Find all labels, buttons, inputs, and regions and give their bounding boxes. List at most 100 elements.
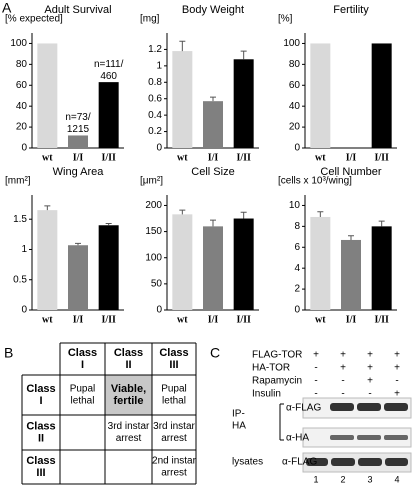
table-cell: lethal [71,396,95,407]
table-header: Class [114,347,143,359]
band [358,458,382,466]
table-header: Class [68,347,97,359]
antibody-label: α-FLAG [282,457,317,468]
table-header: Viable, [111,383,146,395]
y-tick-label: 50 [151,279,163,290]
condition-value: + [340,350,346,361]
y-tick-label: 40 [289,101,301,112]
y-axis-label: [μm²] [140,176,163,187]
x-tick-label: I/II [101,152,116,163]
error-bar [105,222,112,226]
y-tick-label: 0.6 [148,93,162,104]
y-tick-label: 200 [145,200,162,211]
y-tick-label: 1 [156,60,162,71]
x-tick-label: wt [315,314,326,325]
error-bar [75,242,81,246]
lane-number: 3 [367,474,372,484]
x-tick-label: wt [42,152,53,163]
y-tick-label: 100 [145,252,162,263]
condition-label: Rapamycin [252,376,302,387]
condition-label: FLAG-TOR [252,350,302,361]
ip-label: HA [232,421,246,432]
panel-label: A [2,0,12,16]
x-tick-label: I/I [208,314,219,325]
table-cell: Pupal [161,384,187,395]
y-tick-label: 6 [294,242,300,253]
chart-title: Cell Number [320,166,381,178]
table-cell: 3rd instar [153,421,195,432]
x-tick-label: I/II [374,314,389,325]
y-tick-label: 1.2 [148,44,162,55]
annotation: n=73/ [65,112,91,123]
band [306,458,328,466]
annotation: 1215 [67,124,90,135]
condition-value: - [314,389,317,400]
x-tick-label: I/I [346,152,357,163]
bar [310,216,331,310]
y-tick-label: 0.4 [148,110,162,121]
table-header: Class [26,420,55,432]
y-tick-label: 1.5 [13,214,27,225]
annotation: n=111/ [94,59,124,70]
table-header: I [81,359,84,371]
condition-value: + [394,350,400,361]
condition-label: Insulin [252,389,281,400]
bar [172,214,193,310]
bar [310,43,331,148]
bar [68,245,88,310]
condition-value: - [341,389,344,400]
x-tick-label: I/II [236,314,251,325]
bar [203,101,223,148]
bar [98,225,119,310]
condition-value: - [341,376,344,387]
x-tick-label: wt [315,152,326,163]
condition-value: - [395,376,398,387]
table-cell: Pupal [70,384,96,395]
x-tick-label: wt [42,314,53,325]
band [357,435,381,440]
chart-title: Cell Size [191,166,234,178]
band [330,403,354,411]
bar [341,239,361,310]
table-header: Class [26,455,55,467]
band [331,458,355,466]
y-tick-label: 0 [294,143,300,154]
y-axis-label: [mg] [140,14,160,25]
band [384,403,408,411]
error-bar [378,220,385,227]
x-tick-label: I/I [208,152,219,163]
table-header: II [38,432,44,444]
panel-label: C [210,345,220,361]
bar [172,51,193,149]
table-header: III [36,467,45,479]
x-tick-label: I/I [73,152,84,163]
y-tick-label: 0 [21,143,27,154]
condition-value: + [313,350,319,361]
y-tick-label: 0 [21,305,27,316]
bands [306,403,408,466]
lane-number: 2 [340,474,345,484]
y-tick-label: 0 [156,143,162,154]
condition-value: + [367,350,373,361]
condition-value: - [368,389,371,400]
table-header: III [169,359,178,371]
error-bar [44,205,51,211]
y-tick-label: 0.8 [148,77,162,88]
y-tick-label: 0.2 [148,126,162,137]
error-bar [348,235,354,240]
y-tick-label: 60 [16,80,28,91]
table-header: I [39,395,42,407]
table-header: Class [26,383,55,395]
table-cell: lethal [162,396,186,407]
y-tick-label: 8 [294,221,300,232]
error-bar [317,211,324,217]
condition-value: + [394,363,400,374]
bar [233,59,254,148]
x-tick-label: I/I [73,314,84,325]
condition-value: + [367,363,373,374]
error-bar [179,209,186,215]
table-cell: 2nd instar [152,456,197,467]
error-bar [179,40,186,52]
band [385,458,408,466]
condition-value: + [340,363,346,374]
